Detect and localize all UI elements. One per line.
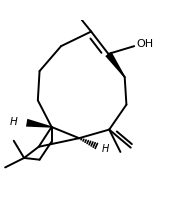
Text: H: H: [101, 144, 109, 154]
Text: OH: OH: [137, 39, 154, 49]
Polygon shape: [26, 119, 52, 128]
Polygon shape: [105, 52, 125, 77]
Text: H: H: [9, 117, 17, 127]
